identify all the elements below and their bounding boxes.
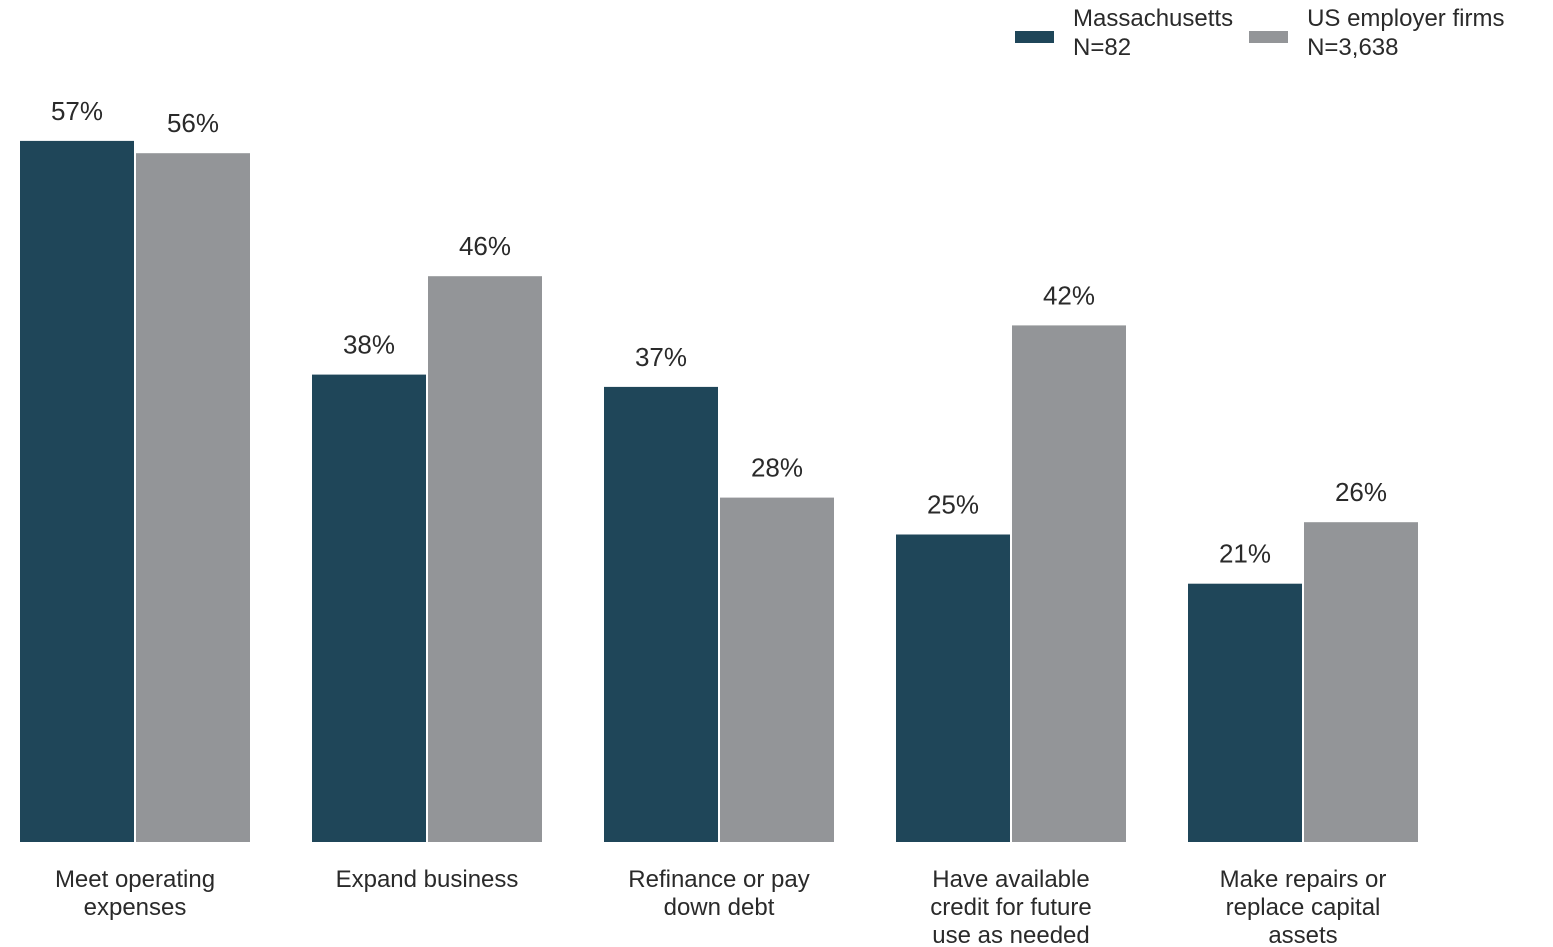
bar-massachusetts-4 bbox=[1188, 583, 1302, 842]
value-label-massachusetts-0: 57% bbox=[51, 96, 103, 126]
category-label-4-line-0: Make repairs or bbox=[1220, 866, 1387, 893]
category-label-1-line-0: Expand business bbox=[336, 866, 519, 893]
category-label-1: Expand business bbox=[336, 866, 519, 893]
bar-us-2 bbox=[720, 497, 834, 842]
category-label-3: Have available credit for future use as ne… bbox=[930, 866, 1091, 947]
bar-us-3 bbox=[1012, 325, 1126, 842]
category-label-4-line-1: replace capital bbox=[1226, 894, 1381, 921]
bar-massachusetts-1 bbox=[312, 374, 426, 842]
value-label-massachusetts-1: 38% bbox=[343, 330, 395, 360]
legend-swatch-us-employer-firms bbox=[1249, 31, 1289, 43]
legend-n-massachusetts: N=82 bbox=[1073, 34, 1132, 61]
category-label-3-line-2: use as needed bbox=[932, 922, 1089, 947]
legend-item-massachusetts: Massachusetts N=82 bbox=[1015, 4, 1233, 62]
category-label-0-line-1: expenses bbox=[84, 894, 187, 921]
category-label-2-line-0: Refinance or pay bbox=[628, 866, 809, 893]
category-label-3-line-1: credit for future bbox=[930, 894, 1091, 921]
bar-massachusetts-2 bbox=[604, 386, 718, 842]
value-label-us-2: 28% bbox=[751, 453, 803, 483]
legend-swatch-massachusetts bbox=[1015, 31, 1054, 43]
value-label-us-0: 56% bbox=[167, 108, 219, 138]
value-label-us-4: 26% bbox=[1335, 477, 1387, 507]
value-label-us-3: 42% bbox=[1043, 280, 1095, 310]
category-label-4-line-2: assets bbox=[1268, 922, 1337, 947]
category-label-2: Refinance or pay down debt bbox=[628, 866, 809, 921]
value-label-massachusetts-4: 21% bbox=[1219, 539, 1271, 569]
value-label-massachusetts-3: 25% bbox=[927, 490, 979, 520]
category-label-4: Make repairs or replace capital assets bbox=[1220, 866, 1387, 947]
bar-us-0 bbox=[136, 153, 250, 842]
bar-massachusetts-0 bbox=[20, 140, 134, 842]
category-label-2-line-1: down debt bbox=[664, 894, 775, 921]
bar-massachusetts-3 bbox=[896, 534, 1010, 842]
value-label-massachusetts-2: 37% bbox=[635, 342, 687, 372]
legend: Massachusetts N=82 US employer firms N=3… bbox=[1015, 4, 1504, 62]
value-label-us-1: 46% bbox=[459, 231, 511, 261]
bar-us-1 bbox=[428, 276, 542, 842]
category-label-0: Meet operating expenses bbox=[55, 866, 215, 921]
legend-label-massachusetts: Massachusetts bbox=[1073, 5, 1234, 32]
legend-n-us-employer-firms: N=3,638 bbox=[1307, 34, 1399, 61]
category-label-3-line-0: Have available bbox=[932, 866, 1089, 893]
category-label-0-line-0: Meet operating bbox=[55, 866, 215, 893]
bar-us-4 bbox=[1304, 522, 1418, 842]
legend-item-us-employer-firms: US employer firms N=3,638 bbox=[1249, 4, 1504, 62]
legend-label-us-employer-firms: US employer firms bbox=[1307, 5, 1505, 32]
